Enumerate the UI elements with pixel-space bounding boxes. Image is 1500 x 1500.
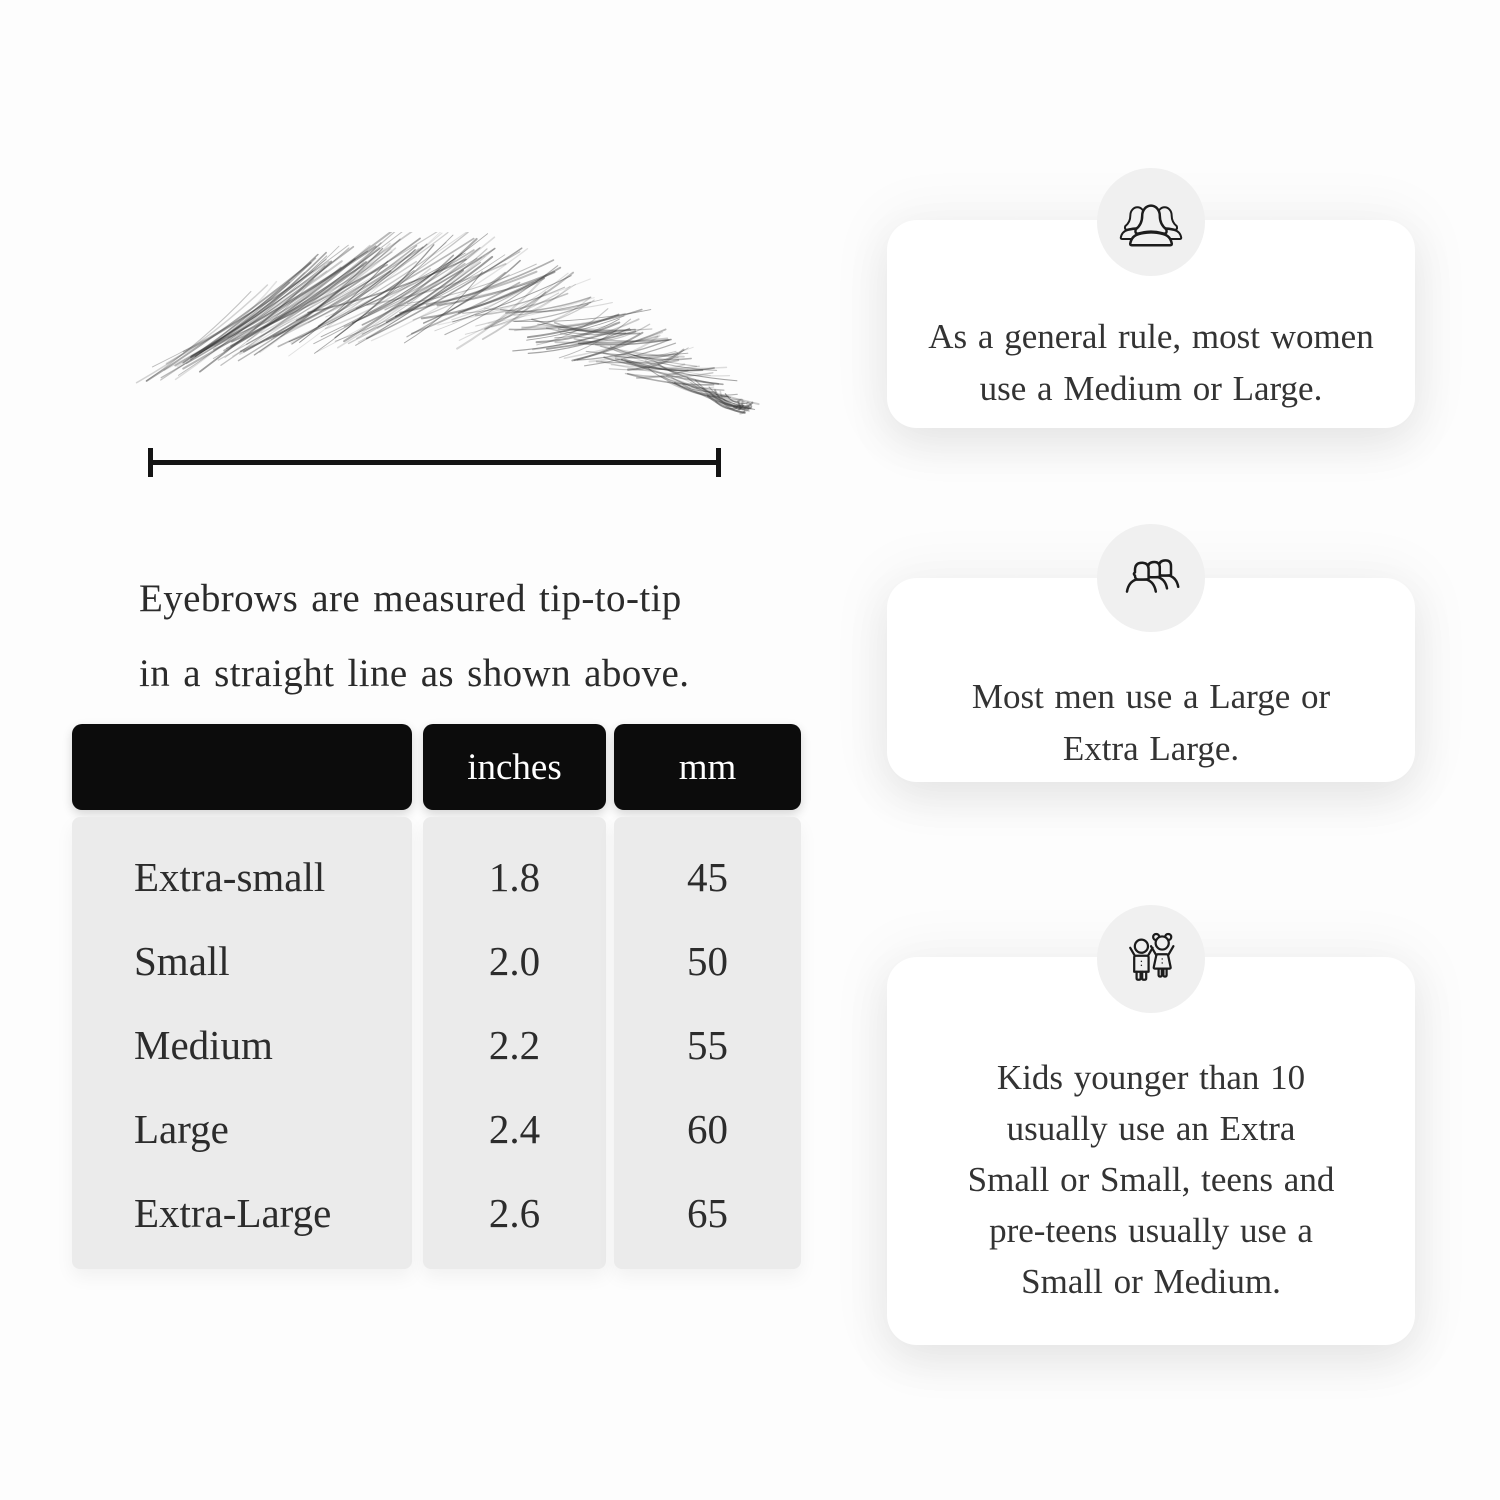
inches-value: 1.8 [488,854,541,900]
table-header-blank [72,724,412,810]
table-row: Large 2.4 60 [72,1087,801,1171]
kids-badge [1097,905,1205,1013]
kids-icon [1129,932,1175,981]
card-kids-text: Kids younger than 10 usually use an Extr… [967,1058,1335,1301]
size-table: inches mm Extra-small 1.8 45 Small 2.0 5… [72,724,801,1270]
size-name: Small [134,938,230,984]
women-badge [1097,168,1205,276]
mm-value: 60 [687,1106,728,1152]
mm-value: 65 [687,1190,728,1236]
size-name: Extra-Large [134,1190,332,1236]
size-name: Medium [134,1022,273,1068]
men-badge [1097,524,1205,632]
eyebrow-illustration [135,232,760,415]
table-row: Small 2.0 50 [72,919,801,1003]
table-header-inches: inches [423,724,606,810]
diagram-caption: Eyebrows are measured tip-to-tip in a st… [139,577,690,695]
men-group-icon [1125,559,1180,593]
card-kids: Kids younger than 10 usually use an Extr… [887,957,1415,1345]
size-name: Large [134,1106,229,1152]
size-name: Extra-small [134,854,326,900]
measure-cap-right [716,448,721,477]
table-header-mm: mm [614,724,801,810]
table-row: Extra-Large 2.6 65 [72,1171,801,1255]
inches-value: 2.0 [488,938,541,984]
table-body-column-inches [423,817,606,1269]
measure-line [150,460,720,465]
women-group-icon [1119,204,1183,247]
table-body-column-size [72,817,412,1269]
card-men-text: Most men use a Large or Extra Large. [971,677,1331,768]
mm-value: 50 [687,938,728,984]
mm-value: 45 [687,854,728,900]
inches-value: 2.4 [488,1106,541,1152]
card-women-text: As a general rule, most women use a Medi… [928,317,1374,408]
inches-value: 2.2 [488,1022,541,1068]
mm-value: 55 [687,1022,728,1068]
table-row: Extra-small 1.8 45 [72,835,801,919]
table-body-column-mm [614,817,801,1269]
table-row: Medium 2.2 55 [72,1003,801,1087]
inches-value: 2.6 [488,1190,541,1236]
measure-cap-left [148,448,153,477]
